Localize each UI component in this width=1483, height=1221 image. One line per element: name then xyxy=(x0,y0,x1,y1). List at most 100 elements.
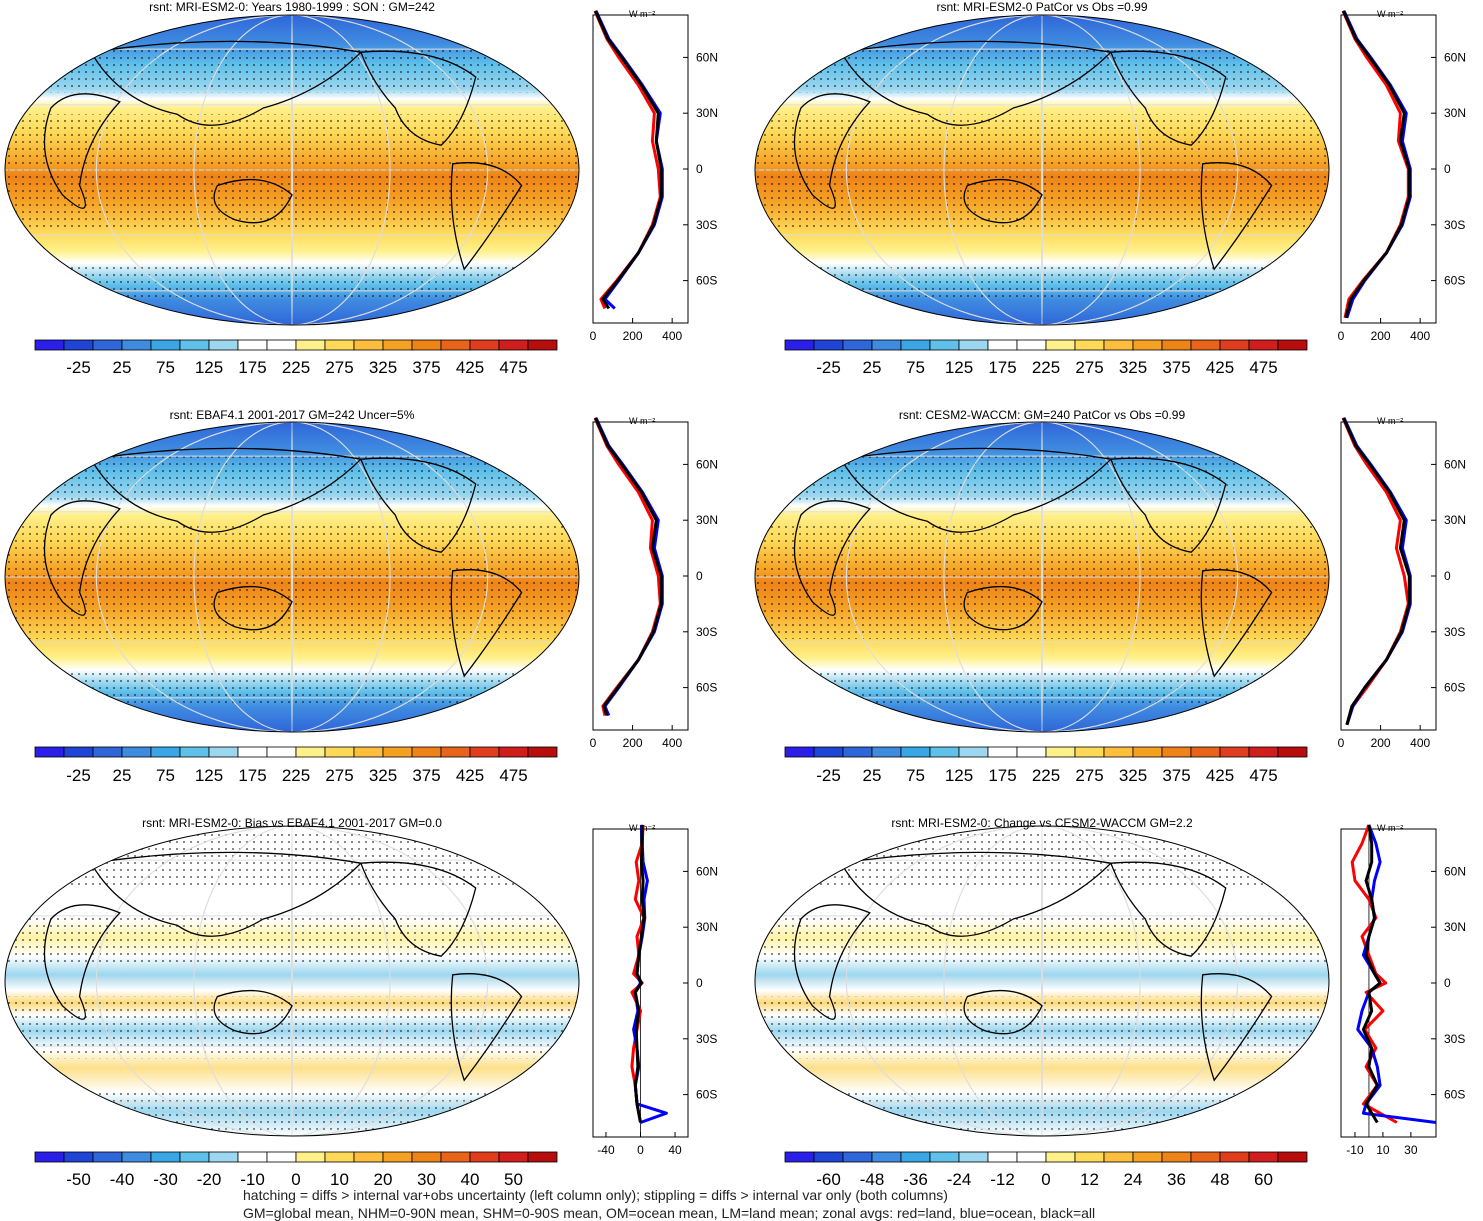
colorbar-tick-label: 225 xyxy=(282,358,310,377)
zonal-y-label: 60S xyxy=(696,274,717,288)
meridian-line xyxy=(845,15,1239,325)
meridian-line xyxy=(943,15,1141,325)
colorbar-tick-label: 50 xyxy=(504,1170,523,1189)
colorbar-tick-label: 75 xyxy=(906,766,925,785)
meridian-line xyxy=(95,15,489,325)
continent-outline xyxy=(90,851,363,937)
zonal-unit-label: W m⁻² xyxy=(1377,823,1403,833)
colorbar-swatch xyxy=(900,1151,931,1163)
colorbar-swatch xyxy=(842,1151,873,1163)
meridian-line xyxy=(193,826,391,1136)
zonal-x-label: 400 xyxy=(662,329,682,343)
colorbar-swatch xyxy=(179,339,210,351)
zonal-profile: 60N 30N 0 30S 60S 0 200 400 W m⁻² xyxy=(1338,416,1466,750)
zonal-y-label: 60S xyxy=(696,1088,717,1102)
colorbar-swatch xyxy=(1016,1151,1047,1163)
colorbar: -60 -48 -36 -24 -12 0 12 24 36 48 60 xyxy=(784,1151,1308,1189)
colorbar-swatch xyxy=(1190,1151,1221,1163)
colorbar-tick-label: 10 xyxy=(330,1170,349,1189)
zonal-y-label: 30N xyxy=(1444,513,1466,527)
colorbar-tick-label: 425 xyxy=(1206,766,1234,785)
colorbar-tick-label: 125 xyxy=(945,358,973,377)
continent-outline xyxy=(840,851,1113,937)
colorbar-swatch xyxy=(34,1151,65,1163)
continent-outline xyxy=(963,989,1043,1035)
colorbar-tick-label: 375 xyxy=(1162,358,1190,377)
colorbar-swatch xyxy=(469,339,500,351)
zonal-x-label: 400 xyxy=(662,736,682,750)
continent-outline xyxy=(1200,162,1273,271)
zonal-x-label: 200 xyxy=(1371,329,1391,343)
zonal-unit-label: W m⁻² xyxy=(1377,9,1403,19)
colorbar-swatch xyxy=(440,1151,471,1163)
colorbar-swatch xyxy=(929,746,960,758)
zonal-x-label: 200 xyxy=(1371,736,1391,750)
colorbar-tick-label: 25 xyxy=(113,766,132,785)
continent-outline xyxy=(793,904,871,1020)
colorbar-swatch xyxy=(411,339,442,351)
colorbar: -25 25 75 125 175 225 275 325 375 425 475 xyxy=(784,746,1308,785)
colorbar-swatch xyxy=(440,746,471,758)
zonal-y-label: 60S xyxy=(1444,1088,1465,1102)
colorbar-swatch xyxy=(382,746,413,758)
map-border xyxy=(4,14,580,326)
colorbar-swatch xyxy=(958,1151,989,1163)
meridian-line xyxy=(845,826,1239,1136)
continent-outline xyxy=(213,989,293,1035)
colorbar-swatch xyxy=(1190,339,1221,351)
continent-outline xyxy=(359,457,477,553)
colorbar-swatch xyxy=(527,746,558,758)
colorbar-swatch xyxy=(1132,746,1163,758)
colorbar-swatch xyxy=(295,1151,326,1163)
colorbar-swatch xyxy=(179,1151,210,1163)
colorbar-swatch xyxy=(813,746,844,758)
colorbar-swatch xyxy=(266,746,297,758)
colorbar-swatch xyxy=(382,339,413,351)
map-1 xyxy=(5,15,579,325)
colorbar-swatch xyxy=(900,339,931,351)
colorbar-swatch xyxy=(900,746,931,758)
colorbar-swatch xyxy=(34,339,65,351)
colorbar-tick-label: 75 xyxy=(156,358,175,377)
colorbar-swatch xyxy=(1161,1151,1192,1163)
zonal-y-label: 30S xyxy=(696,1032,717,1046)
zonal-y-label: 30N xyxy=(696,513,718,527)
meridian-line xyxy=(291,15,293,325)
colorbar-tick-label: 175 xyxy=(238,766,266,785)
colorbar-tick-label: 0 xyxy=(1041,1170,1050,1189)
zonal-x-label: 0 xyxy=(590,736,597,750)
continent-outline xyxy=(450,569,523,678)
colorbar-tick-label: 75 xyxy=(906,358,925,377)
zonal-y-label: 60N xyxy=(696,50,718,64)
colorbar-swatch xyxy=(150,339,181,351)
map-2 xyxy=(755,15,1329,325)
zonal-x-label: -10 xyxy=(1346,1143,1364,1157)
meridian-line xyxy=(193,15,391,325)
zonal-y-label: 0 xyxy=(1444,976,1451,990)
zonal-x-label: -40 xyxy=(597,1143,615,1157)
colorbar-tick-label: 125 xyxy=(945,766,973,785)
colorbar-tick-label: 20 xyxy=(374,1170,393,1189)
zonal-y-label: 30S xyxy=(696,218,717,232)
colorbar-swatch xyxy=(784,339,815,351)
colorbar-swatch xyxy=(1161,746,1192,758)
panel-2: rsnt: MRI-ESM2-0 PatCor vs Obs =0.99 -25 2… xyxy=(754,0,1466,377)
continent-outline xyxy=(359,50,477,146)
zonal-frame xyxy=(592,421,689,731)
colorbar-tick-label: 40 xyxy=(461,1170,480,1189)
panel-title: rsnt: EBAF4.1 2001-2017 GM=242 Uncer=5% xyxy=(170,408,415,422)
zonal-y-label: 30S xyxy=(1444,218,1465,232)
colorbar-swatch xyxy=(1103,746,1134,758)
colorbar-tick-label: 325 xyxy=(1119,766,1147,785)
zonal-x-label: 200 xyxy=(623,329,643,343)
colorbar-tick-label: 325 xyxy=(1119,358,1147,377)
colorbar-swatch xyxy=(987,746,1018,758)
colorbar-swatch xyxy=(871,339,902,351)
colorbar-tick-label: 0 xyxy=(291,1170,300,1189)
map-border xyxy=(754,14,1330,326)
colorbar-tick-label: 25 xyxy=(113,358,132,377)
colorbar-tick-label: -25 xyxy=(816,766,841,785)
colorbar-tick-label: -10 xyxy=(240,1170,265,1189)
meridian-line xyxy=(845,422,1239,732)
continent-outline xyxy=(1109,457,1227,553)
